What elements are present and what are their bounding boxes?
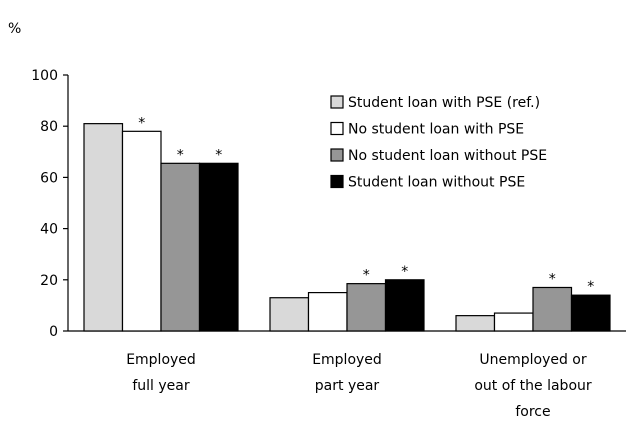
x-tick-label: out of the labour (474, 378, 592, 394)
x-tick-label: Employed (126, 352, 196, 368)
y-tick-label: 80 (40, 119, 58, 135)
legend: Student loan with PSE (ref.) No student l… (330, 95, 547, 191)
legend-label: Student loan without PSE (348, 175, 525, 191)
significance-marker: * (138, 115, 145, 131)
x-tick-labels: Employed full year Employed part year Unempl… (126, 352, 592, 420)
legend-label: No student loan without PSE (348, 148, 547, 164)
bar-1-3 (384, 279, 425, 332)
legend-swatch (330, 148, 344, 162)
legend-swatch (330, 95, 344, 109)
significance-markers: * * * * * * * (138, 115, 594, 295)
bar-2-1 (493, 312, 534, 332)
x-tick-label: force (515, 404, 550, 420)
y-axis-label: % (8, 21, 21, 37)
legend-swatch (330, 121, 344, 136)
bar-0-1 (121, 130, 162, 332)
y-tick-label: 60 (40, 170, 58, 186)
significance-marker: * (363, 268, 370, 284)
significance-marker: * (215, 147, 222, 163)
legend-swatch (330, 174, 344, 189)
bar-2-2 (532, 286, 573, 332)
bars (83, 123, 611, 332)
bar-0-0 (83, 123, 124, 332)
bar-1-2 (346, 283, 387, 332)
x-tick-label: part year (315, 378, 380, 394)
bar-1-1 (307, 292, 348, 332)
x-tick-label: full year (132, 378, 190, 394)
y-tick-label: 20 (40, 273, 58, 289)
y-ticks: 0 20 40 60 80 100 (31, 68, 68, 340)
bar-2-3 (570, 294, 611, 332)
x-tick-label: Employed (312, 352, 382, 368)
bar-2-0 (455, 315, 496, 332)
y-tick-label: 40 (40, 222, 58, 238)
legend-label: Student loan with PSE (ref.) (348, 95, 540, 111)
significance-marker: * (401, 264, 408, 280)
y-tick-label: 100 (31, 68, 58, 84)
bar-0-2 (160, 162, 201, 332)
x-tick-label: Unemployed or (479, 352, 587, 368)
significance-marker: * (587, 279, 594, 295)
bar-0-3 (198, 162, 239, 332)
legend-label: No student loan with PSE (348, 122, 524, 138)
significance-marker: * (549, 271, 556, 287)
significance-marker: * (177, 147, 184, 163)
y-tick-label: 0 (49, 324, 58, 340)
bar-1-0 (269, 297, 310, 332)
